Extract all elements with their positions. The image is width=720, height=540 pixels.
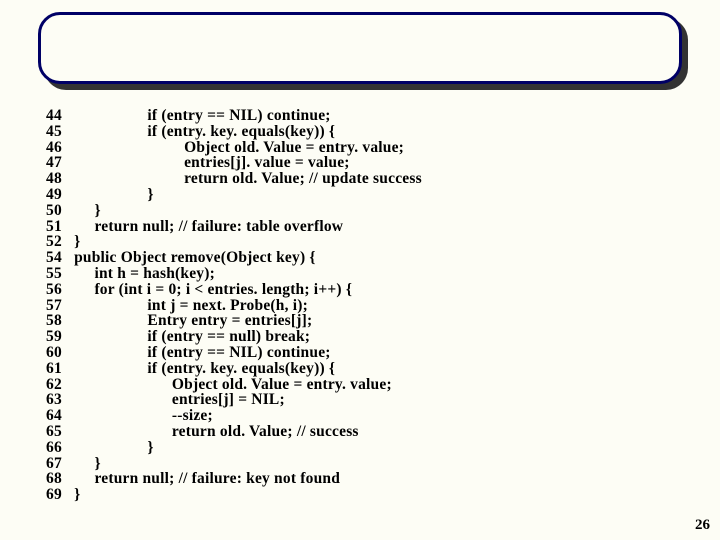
line-number: 58 (46, 313, 70, 329)
line-text: --size; (70, 407, 213, 424)
code-line: 55 int h = hash(key); (46, 266, 422, 282)
code-line: 60 if (entry == NIL) continue; (46, 345, 422, 361)
line-number: 56 (46, 282, 70, 298)
line-number: 59 (46, 329, 70, 345)
line-text: } (70, 486, 80, 503)
line-text: return null; // failure: key not found (70, 470, 340, 487)
line-number: 62 (46, 377, 70, 393)
line-number: 63 (46, 392, 70, 408)
line-number: 57 (46, 298, 70, 314)
line-text: for (int i = 0; i < entries. length; i++… (70, 281, 352, 298)
code-line: 65 return old. Value; // success (46, 424, 422, 440)
code-line: 48 return old. Value; // update success (46, 171, 422, 187)
line-text: return old. Value; // update success (70, 170, 422, 187)
line-number: 55 (46, 266, 70, 282)
line-number: 48 (46, 171, 70, 187)
line-text: entries[j]. value = value; (70, 154, 350, 171)
line-text: if (entry == NIL) continue; (70, 344, 331, 361)
code-line: 63 entries[j] = NIL; (46, 392, 422, 408)
line-number: 68 (46, 471, 70, 487)
code-line: 51 return null; // failure: table overfl… (46, 219, 422, 235)
line-text: return null; // failure: table overflow (70, 218, 343, 235)
line-number: 50 (46, 203, 70, 219)
line-text: public Object remove(Object key) { (70, 249, 316, 266)
code-line: 68 return null; // failure: key not foun… (46, 471, 422, 487)
code-line: 61 if (entry. key. equals(key)) { (46, 361, 422, 377)
code-line: 54 public Object remove(Object key) { (46, 250, 422, 266)
line-number: 64 (46, 408, 70, 424)
line-text: int j = next. Probe(h, i); (70, 297, 308, 314)
line-number: 66 (46, 440, 70, 456)
line-text: } (70, 455, 101, 472)
line-number: 60 (46, 345, 70, 361)
line-text: } (70, 202, 101, 219)
line-text: int h = hash(key); (70, 265, 215, 282)
code-line: 44 if (entry == NIL) continue; (46, 108, 422, 124)
code-block: 44 if (entry == NIL) continue;45 if (ent… (46, 108, 422, 503)
code-line: 67 } (46, 456, 422, 472)
line-text: } (70, 233, 80, 250)
code-line: 57 int j = next. Probe(h, i); (46, 298, 422, 314)
code-line: 69 } (46, 487, 422, 503)
code-line: 52 } (46, 234, 422, 250)
line-text: Object old. Value = entry. value; (70, 376, 392, 393)
code-line: 64 --size; (46, 408, 422, 424)
code-line: 62 Object old. Value = entry. value; (46, 377, 422, 393)
code-line: 58 Entry entry = entries[j]; (46, 313, 422, 329)
line-text: if (entry == null) break; (70, 328, 310, 345)
line-text: Entry entry = entries[j]; (70, 312, 312, 329)
line-number: 51 (46, 219, 70, 235)
line-text: if (entry. key. equals(key)) { (70, 360, 335, 377)
code-line: 66 } (46, 440, 422, 456)
line-number: 65 (46, 424, 70, 440)
line-text: if (entry == NIL) continue; (70, 107, 331, 124)
code-line: 45 if (entry. key. equals(key)) { (46, 124, 422, 140)
line-text: } (70, 186, 154, 203)
line-number: 44 (46, 108, 70, 124)
line-text: if (entry. key. equals(key)) { (70, 123, 335, 140)
line-number: 69 (46, 487, 70, 503)
line-number: 67 (46, 456, 70, 472)
code-line: 59 if (entry == null) break; (46, 329, 422, 345)
code-line: 50 } (46, 203, 422, 219)
line-number: 49 (46, 187, 70, 203)
line-text: } (70, 439, 154, 456)
line-text: Object old. Value = entry. value; (70, 139, 404, 156)
line-number: 52 (46, 234, 70, 250)
page-number: 26 (695, 517, 710, 534)
line-number: 61 (46, 361, 70, 377)
line-text: return old. Value; // success (70, 423, 359, 440)
code-line: 46 Object old. Value = entry. value; (46, 140, 422, 156)
header-box (38, 12, 682, 84)
line-text: entries[j] = NIL; (70, 391, 285, 408)
code-line: 56 for (int i = 0; i < entries. length; … (46, 282, 422, 298)
line-number: 54 (46, 250, 70, 266)
line-number: 46 (46, 140, 70, 156)
line-number: 45 (46, 124, 70, 140)
code-line: 47 entries[j]. value = value; (46, 155, 422, 171)
code-line: 49 } (46, 187, 422, 203)
line-number: 47 (46, 155, 70, 171)
